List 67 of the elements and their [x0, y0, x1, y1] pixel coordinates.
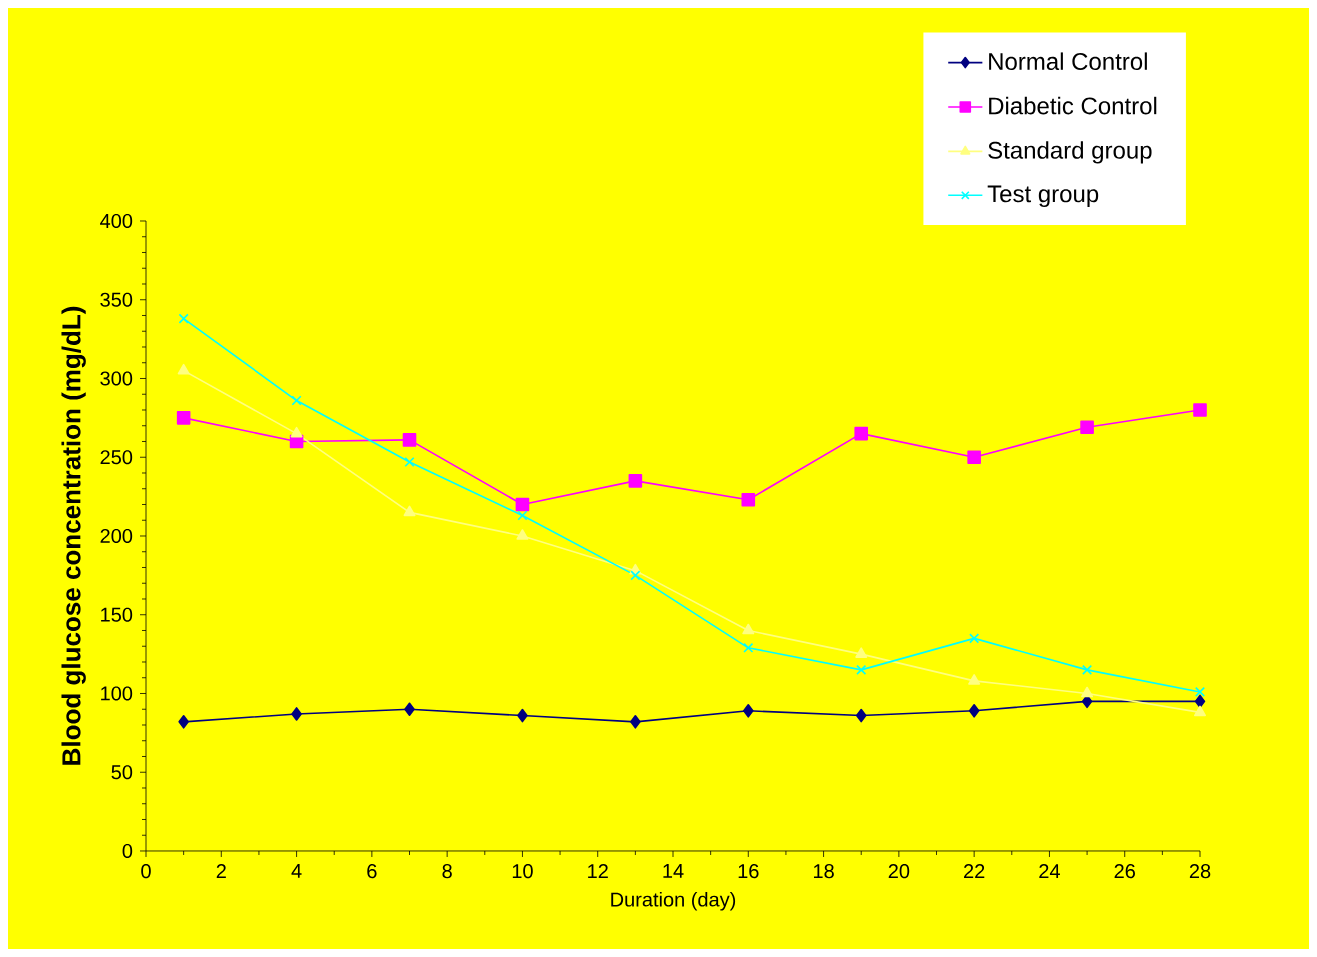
point — [1194, 705, 1207, 717]
point — [404, 456, 415, 468]
point — [1194, 694, 1206, 709]
point — [1194, 686, 1206, 697]
x-tick-label: 10 — [512, 864, 533, 879]
x-tick-label: 22 — [964, 864, 985, 879]
legend-label: Normal Control — [989, 52, 1147, 70]
legend-label: Diabetic Control — [989, 96, 1157, 115]
point — [515, 497, 530, 512]
x-tick-label: 0 — [141, 864, 151, 879]
point — [402, 433, 417, 447]
x-tick-label: 4 — [291, 864, 302, 878]
y-axis-title: Blood glucose concentration (mg/dL) — [61, 306, 86, 765]
x-tick-label: 16 — [738, 864, 759, 879]
x-tick-label: 26 — [1114, 864, 1135, 879]
point — [291, 707, 302, 721]
point — [403, 505, 416, 517]
y-tick-label: 150 — [101, 607, 133, 622]
x-tick-label: 24 — [1039, 864, 1060, 879]
point — [741, 492, 756, 507]
point — [630, 715, 641, 729]
point — [855, 647, 868, 658]
y-tick-label: 350 — [100, 292, 133, 307]
y-tick-label: 300 — [100, 371, 133, 386]
legend-label: Test group — [987, 185, 1099, 208]
y-tick-label: 250 — [100, 450, 133, 465]
point — [517, 708, 528, 723]
point — [742, 623, 755, 635]
point — [517, 510, 528, 521]
point — [743, 642, 754, 653]
point — [855, 708, 867, 723]
y-tick-label: 400 — [100, 213, 133, 229]
point — [178, 313, 189, 324]
point — [856, 664, 867, 675]
point — [630, 570, 641, 581]
point — [968, 704, 980, 718]
point — [967, 450, 981, 465]
point — [1082, 664, 1093, 675]
point — [516, 529, 529, 540]
point — [404, 702, 415, 717]
y-tick-label: 100 — [101, 686, 133, 701]
x-tick-label: 6 — [367, 864, 377, 879]
y-tick-label: 0 — [122, 843, 133, 859]
point — [969, 633, 980, 644]
y-tick-label: 50 — [111, 765, 133, 780]
x-tick-label: 14 — [663, 864, 684, 878]
point — [1193, 403, 1207, 417]
x-tick-label: 12 — [588, 864, 608, 879]
x-tick-label: 2 — [216, 864, 226, 879]
point — [291, 395, 302, 406]
x-tick-label: 8 — [442, 864, 452, 879]
point — [968, 674, 981, 685]
x-tick-label: 18 — [813, 864, 834, 879]
point — [628, 474, 643, 488]
legend-label: Standard group — [988, 141, 1152, 164]
x-tick-label: 20 — [888, 864, 910, 879]
x-axis-title: Duration (day) — [611, 891, 736, 911]
y-tick-label: 200 — [100, 528, 133, 544]
point — [854, 426, 869, 441]
point — [176, 411, 191, 425]
point — [178, 715, 189, 729]
point — [290, 426, 303, 438]
point — [1081, 686, 1094, 698]
x-tick-label: 28 — [1189, 864, 1211, 879]
point — [177, 363, 190, 375]
point — [1080, 420, 1094, 435]
point — [742, 704, 754, 718]
